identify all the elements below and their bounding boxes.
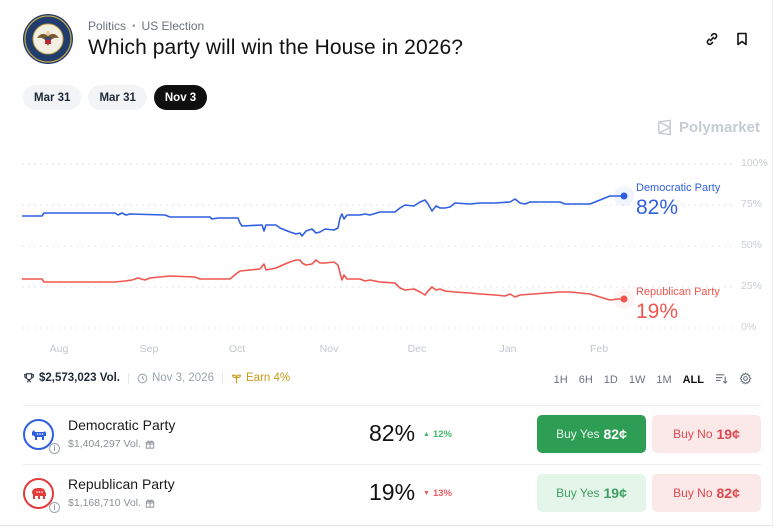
donkey-icon	[23, 419, 54, 450]
x-tick-oct: Oct	[228, 343, 246, 355]
outcome-row-republican[interactable]: i Republican Party $1,168,710 Vol. 19% ▼…	[23, 464, 761, 522]
rep-series-label: Republican Party	[636, 286, 720, 298]
market-meta: $2,573,023 Vol. Nov 3, 2026 Earn 4%	[23, 372, 290, 384]
buy-no-label: Buy No	[673, 486, 713, 500]
breadcrumb-us-election[interactable]: US Election	[141, 19, 205, 33]
rep-end-marker	[620, 295, 628, 303]
info-icon[interactable]: i	[49, 502, 60, 513]
row-divider	[23, 464, 761, 465]
tab-1w[interactable]: 1W	[628, 374, 646, 386]
brand-name: Polymarket	[679, 119, 760, 136]
breadcrumb: Politics • US Election	[88, 19, 204, 33]
outcome-volume: $1,404,297 Vol.	[68, 438, 155, 450]
earn-rewards[interactable]: Earn 4%	[231, 372, 290, 384]
header-actions	[704, 31, 750, 47]
end-date-pills: Mar 31 Mar 31 Nov 3	[23, 85, 208, 110]
triangle-up-icon: ▲	[423, 431, 430, 438]
sort-icon[interactable]	[715, 372, 728, 388]
polymarket-watermark: Polymarket	[656, 119, 760, 136]
buy-yes-price: 82¢	[603, 426, 627, 442]
sprout-icon	[232, 374, 241, 383]
settings-gear-icon[interactable]	[739, 372, 752, 388]
outcome-volume-text: $1,404,297 Vol.	[68, 438, 141, 450]
chart-canvas	[22, 163, 735, 329]
dem-end-marker	[620, 192, 628, 200]
row-divider	[23, 405, 761, 406]
x-tick-aug: Aug	[49, 343, 69, 355]
outcome-change: ▼ 13%	[423, 488, 452, 499]
breadcrumb-separator: •	[132, 20, 136, 32]
buy-yes-button[interactable]: Buy Yes 19¢	[537, 474, 646, 512]
time-range-tabs: 1H 6H 1D 1W 1M ALL	[554, 372, 752, 388]
house-seal-icon	[23, 14, 73, 64]
x-tick-sep: Sep	[139, 343, 159, 355]
buy-yes-label: Buy Yes	[556, 486, 600, 500]
buy-no-label: Buy No	[673, 427, 713, 441]
tab-1d[interactable]: 1D	[603, 374, 618, 386]
y-tick-0: 0%	[741, 321, 757, 333]
info-icon[interactable]: i	[49, 443, 60, 454]
outcome-percent: 19%	[369, 479, 416, 505]
rep-series-value: 19%	[636, 300, 679, 323]
buy-no-button[interactable]: Buy No 82¢	[652, 474, 761, 512]
total-volume: $2,573,023 Vol.	[23, 372, 120, 384]
x-tick-dec: Dec	[407, 343, 427, 355]
breadcrumb-politics[interactable]: Politics	[88, 19, 127, 33]
outcome-row-democratic[interactable]: i Democratic Party $1,404,297 Vol. 82% ▲…	[23, 405, 761, 463]
elephant-icon	[23, 478, 54, 509]
tab-1h[interactable]: 1H	[553, 374, 568, 386]
outcome-change-text: 13%	[432, 488, 452, 499]
clock-icon	[137, 373, 148, 383]
price-chart[interactable]: 100% 75% 50% 25% 0% Aug Sep Oct Nov Dec …	[0, 150, 773, 360]
tab-all[interactable]: ALL	[682, 374, 704, 386]
divider	[222, 372, 223, 384]
date-pill-mar-31-b[interactable]: Mar 31	[88, 85, 147, 110]
end-date: Nov 3, 2026	[137, 372, 214, 384]
x-tick-jan: Jan	[499, 343, 517, 355]
y-tick-25: 25%	[741, 280, 763, 292]
earn-text: Earn 4%	[246, 372, 291, 384]
gift-icon[interactable]	[145, 439, 155, 449]
rep-series-line	[22, 259, 624, 301]
bookmark-icon[interactable]	[734, 31, 750, 47]
tab-1m[interactable]: 1M	[656, 374, 672, 386]
outcome-name: Democratic Party	[68, 417, 176, 433]
y-tick-100: 100%	[741, 157, 768, 169]
buy-no-button[interactable]: Buy No 19¢	[652, 415, 761, 453]
link-icon[interactable]	[704, 31, 720, 47]
dem-series-label: Democratic Party	[636, 182, 721, 194]
date-pill-nov-3[interactable]: Nov 3	[153, 85, 208, 110]
y-tick-75: 75%	[741, 198, 763, 210]
buy-yes-price: 19¢	[603, 485, 627, 501]
trophy-icon	[24, 373, 34, 383]
x-tick-nov: Nov	[319, 343, 339, 355]
buy-yes-label: Buy Yes	[556, 427, 600, 441]
end-date-text: Nov 3, 2026	[151, 372, 214, 384]
buy-no-price: 82¢	[716, 485, 740, 501]
dem-series-value: 82%	[636, 196, 679, 219]
page-title: Which party will win the House in 2026?	[88, 36, 464, 59]
outcome-volume: $1,168,710 Vol.	[68, 497, 155, 509]
outcome-volume-text: $1,168,710 Vol.	[68, 497, 141, 509]
buy-yes-button[interactable]: Buy Yes 82¢	[537, 415, 646, 453]
x-tick-feb: Feb	[589, 343, 609, 355]
divider	[127, 372, 129, 384]
outcome-change-text: 12%	[432, 429, 452, 440]
total-volume-text: $2,573,023 Vol.	[39, 372, 120, 384]
outcome-name: Republican Party	[68, 476, 175, 492]
outcome-percent: 82%	[369, 420, 416, 446]
polymarket-logo-icon	[658, 119, 671, 136]
y-tick-50: 50%	[741, 239, 763, 251]
triangle-down-icon: ▼	[423, 490, 430, 497]
tab-6h[interactable]: 6H	[578, 374, 593, 386]
date-pill-mar-31-a[interactable]: Mar 31	[23, 85, 82, 110]
gift-icon[interactable]	[145, 498, 155, 508]
buy-no-price: 19¢	[716, 426, 740, 442]
dem-series-line	[22, 195, 625, 237]
outcome-change: ▲ 12%	[423, 429, 452, 440]
